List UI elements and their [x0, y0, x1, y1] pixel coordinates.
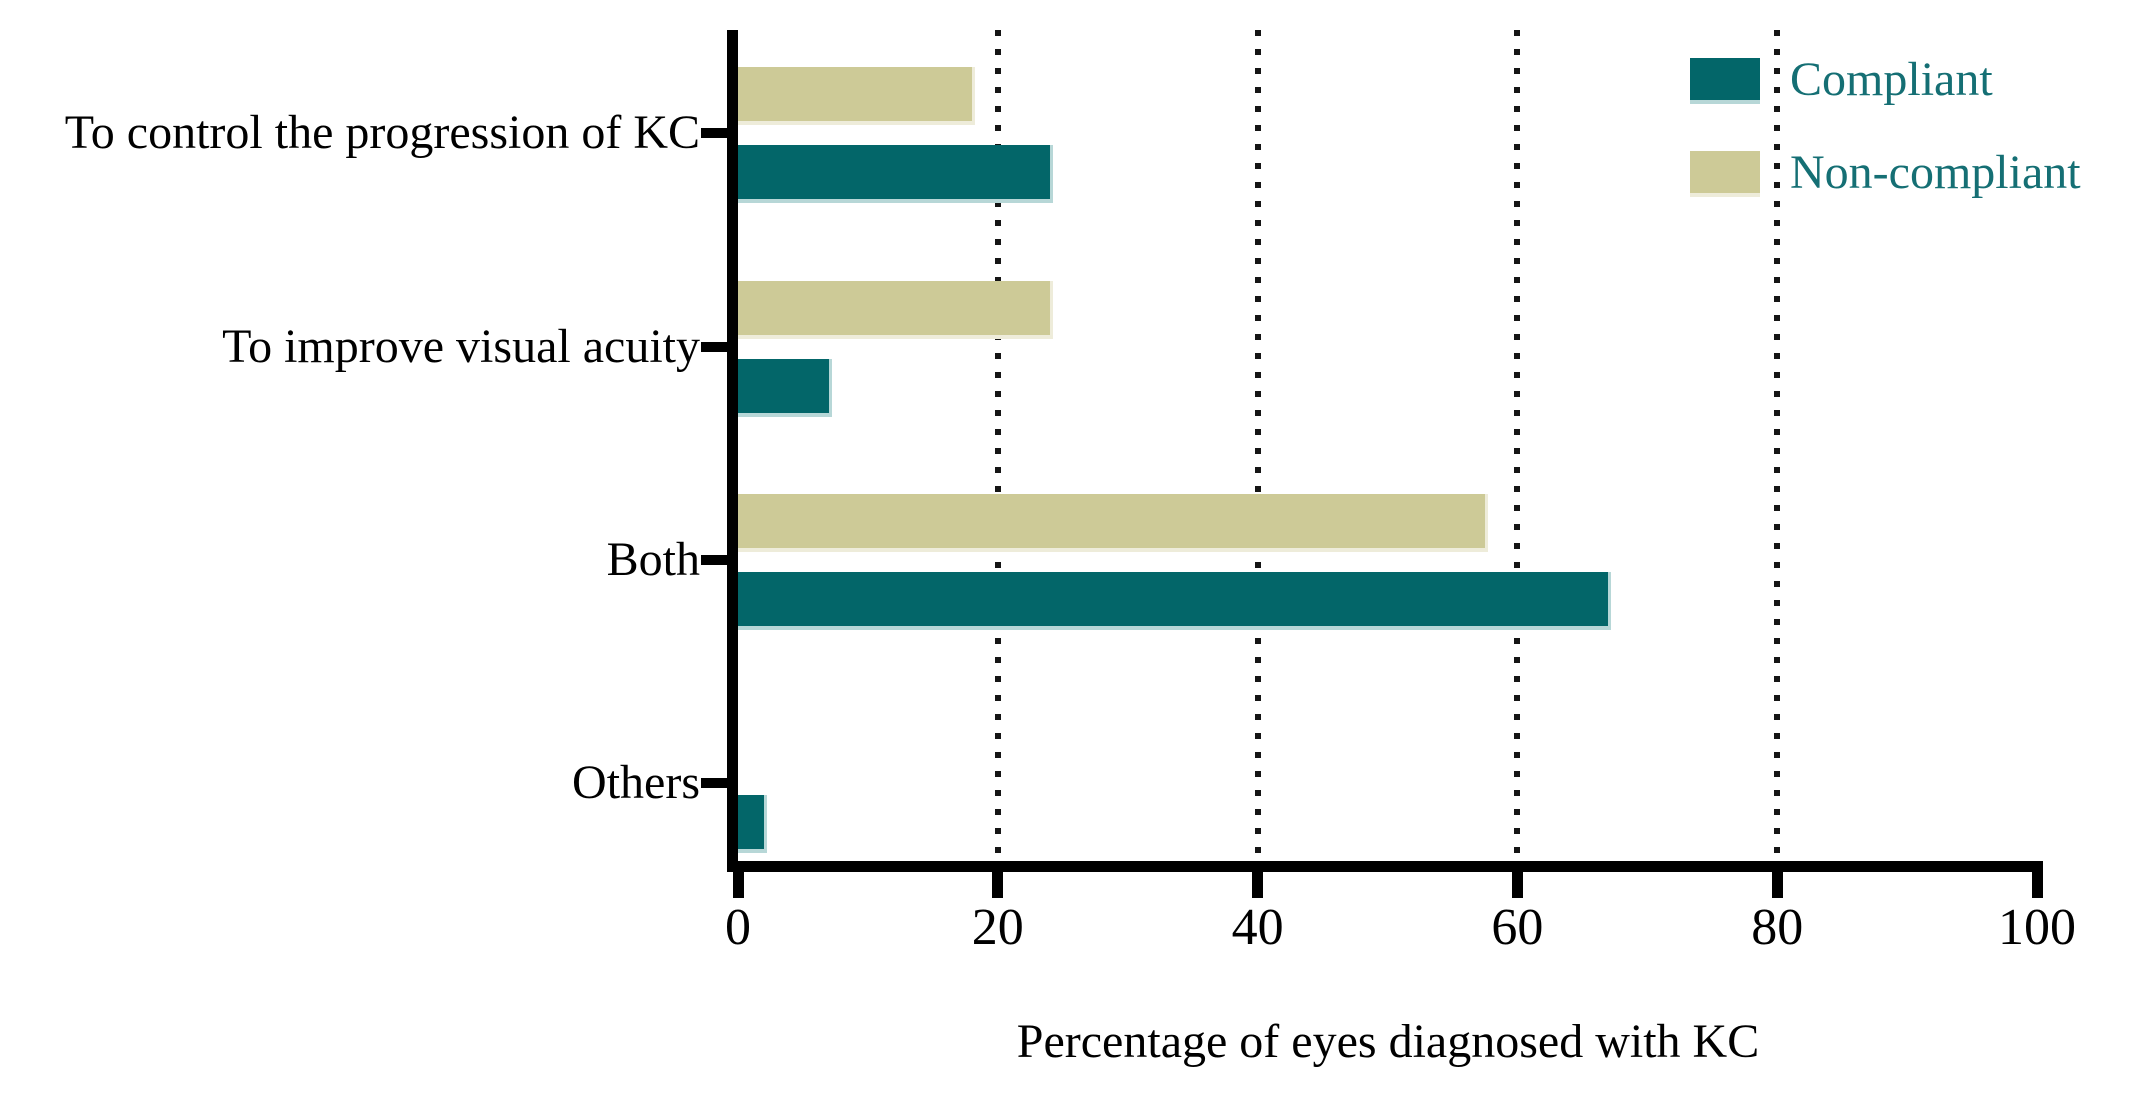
gridline-40 — [1254, 30, 1261, 861]
x-tick-20 — [992, 861, 1004, 898]
bar-compliant-2 — [738, 572, 1611, 630]
bar-compliant-0 — [738, 145, 1053, 203]
category-label-1: To improve visual acuity — [222, 320, 700, 373]
x-tick-label-20: 20 — [971, 899, 1024, 956]
bar-non-compliant-1 — [738, 281, 1053, 339]
x-tick-label-100: 100 — [1998, 899, 2076, 956]
category-label-0: To control the progression of KC — [64, 106, 700, 159]
x-tick-0 — [732, 861, 744, 898]
x-tick-40 — [1252, 861, 1264, 898]
category-label-3: Others — [572, 756, 700, 809]
legend-label-non-compliant: Non-compliant — [1790, 146, 2081, 199]
y-axis-line — [727, 30, 738, 872]
bar-non-compliant-0 — [738, 67, 975, 125]
x-tick-label-60: 60 — [1491, 899, 1544, 956]
gridline-60 — [1514, 30, 1521, 861]
category-tick-1 — [701, 342, 727, 352]
legend-swatch-non-compliant — [1690, 151, 1760, 197]
x-tick-label-40: 40 — [1231, 899, 1284, 956]
legend-label-compliant: Compliant — [1790, 53, 1993, 106]
x-tick-label-0: 0 — [725, 899, 751, 956]
x-tick-100 — [2031, 861, 2043, 898]
category-tick-0 — [701, 128, 727, 138]
x-tick-label-80: 80 — [1751, 899, 1804, 956]
category-tick-3 — [701, 778, 727, 788]
x-tick-80 — [1771, 861, 1783, 898]
bar-compliant-3 — [738, 795, 767, 853]
gridline-20 — [994, 30, 1001, 861]
x-axis-title: Percentage of eyes diagnosed with KC — [1016, 1015, 1760, 1068]
legend-swatch-compliant — [1690, 58, 1760, 104]
category-tick-2 — [701, 555, 727, 565]
bar-compliant-1 — [738, 359, 832, 417]
category-label-2: Both — [606, 533, 700, 586]
x-axis-line — [727, 861, 2043, 872]
gridline-80 — [1774, 30, 1781, 861]
x-tick-60 — [1511, 861, 1523, 898]
bar-non-compliant-2 — [738, 494, 1488, 552]
